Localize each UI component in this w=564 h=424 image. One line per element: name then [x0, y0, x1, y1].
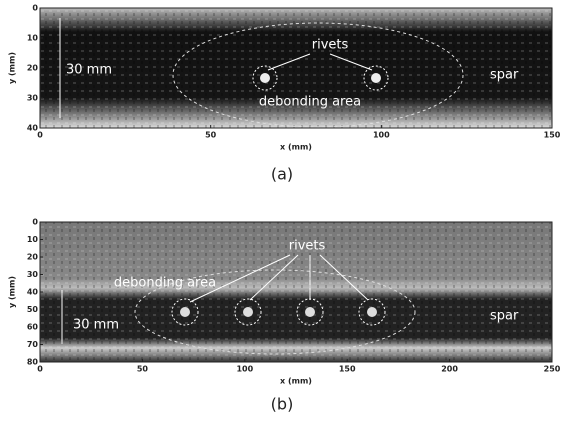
y-tick-label: 10 — [27, 34, 39, 43]
y-tick-label: 0 — [32, 218, 38, 227]
x-tick-label: 100 — [236, 365, 253, 374]
y-tick-label: 30 — [27, 94, 39, 103]
y-tick-label: 30 — [27, 270, 39, 279]
annotation: spar — [490, 68, 519, 83]
annotation: rivets — [312, 38, 349, 53]
annotation: rivets — [289, 239, 326, 254]
figure: 050100150010203040x (mm)y (mm)(a)30 mmri… — [0, 0, 564, 420]
y-tick-label: 20 — [27, 64, 39, 73]
y-tick-label: 20 — [27, 253, 39, 262]
x-tick-label: 0 — [37, 131, 43, 140]
y-tick-label: 10 — [27, 235, 39, 244]
y-tick-label: 80 — [27, 358, 39, 367]
x-tick-label: 0 — [37, 365, 43, 374]
x-tick-label: 150 — [544, 131, 561, 140]
y-tick-label: 40 — [27, 124, 39, 133]
y-axis-label: y (mm) — [8, 276, 17, 308]
x-tick-label: 50 — [137, 365, 149, 374]
x-tick-label: 250 — [544, 365, 561, 374]
annotation: 30 mm — [66, 63, 112, 78]
x-tick-label: 100 — [373, 131, 390, 140]
y-tick-label: 70 — [27, 340, 39, 349]
annotation: debonding area — [114, 276, 216, 291]
annotation: spar — [490, 309, 519, 324]
x-axis-label: x (mm) — [280, 377, 312, 386]
x-tick-label: 50 — [205, 131, 217, 140]
y-tick-label: 60 — [27, 323, 39, 332]
x-axis-label: x (mm) — [280, 143, 312, 152]
y-axis-label: y (mm) — [8, 52, 17, 84]
annotation: debonding area — [259, 95, 361, 110]
x-tick-label: 150 — [339, 365, 356, 374]
annotation: 30 mm — [73, 318, 119, 333]
y-tick-label: 40 — [27, 288, 39, 297]
caption: (a) — [271, 165, 293, 184]
y-tick-label: 50 — [27, 305, 39, 314]
panel-a-image — [40, 8, 552, 128]
y-tick-label: 0 — [32, 4, 38, 13]
caption: (b) — [271, 395, 294, 414]
x-tick-label: 200 — [441, 365, 458, 374]
